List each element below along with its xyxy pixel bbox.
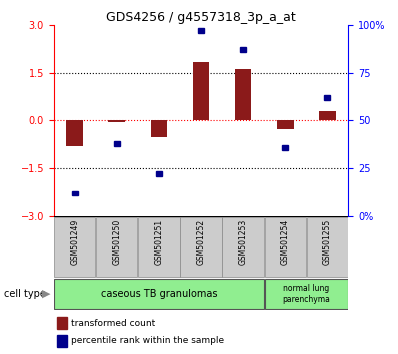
Bar <box>156 171 162 176</box>
Bar <box>57 317 67 329</box>
Text: percentile rank within the sample: percentile rank within the sample <box>71 336 224 346</box>
Bar <box>114 141 120 146</box>
Text: cell type: cell type <box>4 289 46 299</box>
Bar <box>265 279 348 309</box>
Bar <box>54 279 264 309</box>
Bar <box>108 120 125 122</box>
Bar <box>66 120 83 147</box>
Bar <box>198 28 204 33</box>
Bar <box>57 335 67 347</box>
Text: GSM501255: GSM501255 <box>323 219 332 265</box>
Bar <box>150 120 167 137</box>
Text: GSM501252: GSM501252 <box>197 219 205 265</box>
Title: GDS4256 / g4557318_3p_a_at: GDS4256 / g4557318_3p_a_at <box>106 11 296 24</box>
Text: caseous TB granulomas: caseous TB granulomas <box>101 289 217 299</box>
Bar <box>222 217 264 277</box>
Text: GSM501254: GSM501254 <box>281 219 290 265</box>
Text: GSM501251: GSM501251 <box>154 219 164 265</box>
Bar <box>306 217 348 277</box>
Bar <box>180 217 222 277</box>
Text: GSM501250: GSM501250 <box>112 219 121 265</box>
Text: transformed count: transformed count <box>71 319 156 328</box>
Bar <box>193 62 209 120</box>
Bar <box>96 217 137 277</box>
Bar <box>54 217 96 277</box>
Text: GSM501253: GSM501253 <box>238 219 248 265</box>
Bar <box>138 217 179 277</box>
Bar <box>72 190 78 195</box>
Bar <box>324 95 330 100</box>
Bar <box>319 112 336 120</box>
Text: ▶: ▶ <box>41 289 50 299</box>
Bar <box>235 69 252 120</box>
Text: normal lung
parenchyma: normal lung parenchyma <box>282 284 330 303</box>
Bar <box>240 47 246 52</box>
Text: GSM501249: GSM501249 <box>70 219 79 265</box>
Bar <box>282 145 288 149</box>
Bar <box>265 217 306 277</box>
Bar <box>277 120 294 129</box>
